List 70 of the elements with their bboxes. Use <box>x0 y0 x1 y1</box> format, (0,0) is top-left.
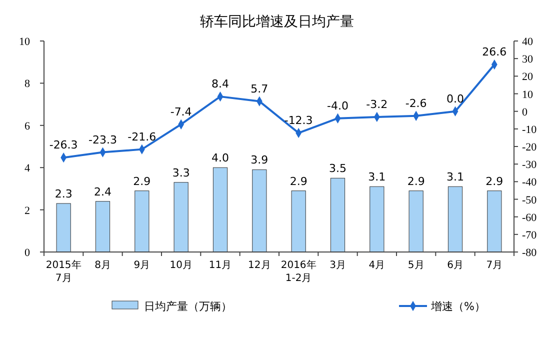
x-tick-label: 9月 <box>134 260 150 271</box>
data-label: 2.9 <box>133 174 151 188</box>
y-tick-label: 4 <box>24 162 30 175</box>
data-label: 2.9 <box>486 174 504 188</box>
bar <box>95 201 110 252</box>
y2-tick-label: 30 <box>522 54 534 66</box>
data-label: 2.9 <box>407 174 425 188</box>
data-label: -26.3 <box>49 138 78 152</box>
y2-tick-label: 0 <box>522 106 528 118</box>
x-tick-label: 3月 <box>330 260 346 271</box>
y-tick-label: 10 <box>19 36 30 48</box>
x-tick-label: 10月 <box>170 260 192 271</box>
data-label: 3.3 <box>172 166 190 180</box>
legend-label: 增速（%） <box>430 300 486 313</box>
bar <box>448 186 463 252</box>
x-tick-label: 11月 <box>208 260 232 271</box>
x-tick-label: 6月 <box>447 260 464 271</box>
x-tick-label: 12月 <box>248 260 271 271</box>
x-tick-label: 5月 <box>408 260 424 271</box>
y2-tick-label: -80 <box>522 247 538 259</box>
bar <box>487 190 502 252</box>
bar <box>291 190 306 252</box>
data-label: 4.0 <box>212 152 229 165</box>
y2-tick-label: -50 <box>522 194 538 206</box>
data-label: 8.4 <box>212 78 229 91</box>
data-label: -12.3 <box>284 114 313 127</box>
bar <box>408 190 424 252</box>
data-label: 3.9 <box>250 154 268 167</box>
data-label: 3.1 <box>368 170 386 184</box>
y2-tick-label: -30 <box>522 159 538 172</box>
data-label: 5.7 <box>250 82 268 96</box>
y2-tick-label: -70 <box>522 229 538 242</box>
y2-tick-label: 20 <box>522 71 534 84</box>
chart-title: 轿车同比增速及日均产量 <box>200 14 354 30</box>
data-label: 2.9 <box>290 174 308 188</box>
bar <box>174 182 188 252</box>
y2-tick-label: 10 <box>522 88 534 101</box>
data-label: -4.0 <box>327 99 348 112</box>
data-label: 3.1 <box>446 170 464 184</box>
x-tick-label: 8月 <box>94 260 111 271</box>
y2-tick-label: -20 <box>522 142 538 154</box>
y2-tick-label: -60 <box>522 212 538 224</box>
bar <box>252 169 267 252</box>
data-label: 26.6 <box>482 46 507 59</box>
y-tick-label: 2 <box>24 204 30 217</box>
data-label: 3.5 <box>329 162 346 176</box>
bar <box>56 203 71 252</box>
bar <box>370 186 384 252</box>
data-label: -7.4 <box>170 105 192 118</box>
data-label: -21.6 <box>128 130 156 144</box>
legend-label: 日均产量（万辆） <box>144 300 232 313</box>
data-label: -2.6 <box>405 96 427 110</box>
y-tick-label: 8 <box>24 78 30 90</box>
x-tick-label: 4月 <box>368 260 386 271</box>
bar <box>134 190 150 252</box>
bar <box>330 178 346 252</box>
data-label: 0.0 <box>446 92 464 106</box>
bar <box>212 167 228 252</box>
y2-tick-label: 40 <box>522 36 534 48</box>
x-tick-label: 7月 <box>486 260 503 271</box>
data-label: 2.4 <box>94 185 112 198</box>
x-tick-label: 2016年 1-2月 <box>280 259 316 284</box>
x-tick-label: 2015年 7月 <box>46 259 82 284</box>
y2-tick-label: -10 <box>522 124 538 136</box>
y-tick-label: 0 <box>24 247 30 259</box>
y2-tick-label: -40 <box>522 176 538 189</box>
y-tick-label: 6 <box>24 120 30 132</box>
data-label: -3.2 <box>366 98 388 111</box>
data-label: -23.3 <box>88 133 117 146</box>
data-label: 2.3 <box>54 187 72 200</box>
